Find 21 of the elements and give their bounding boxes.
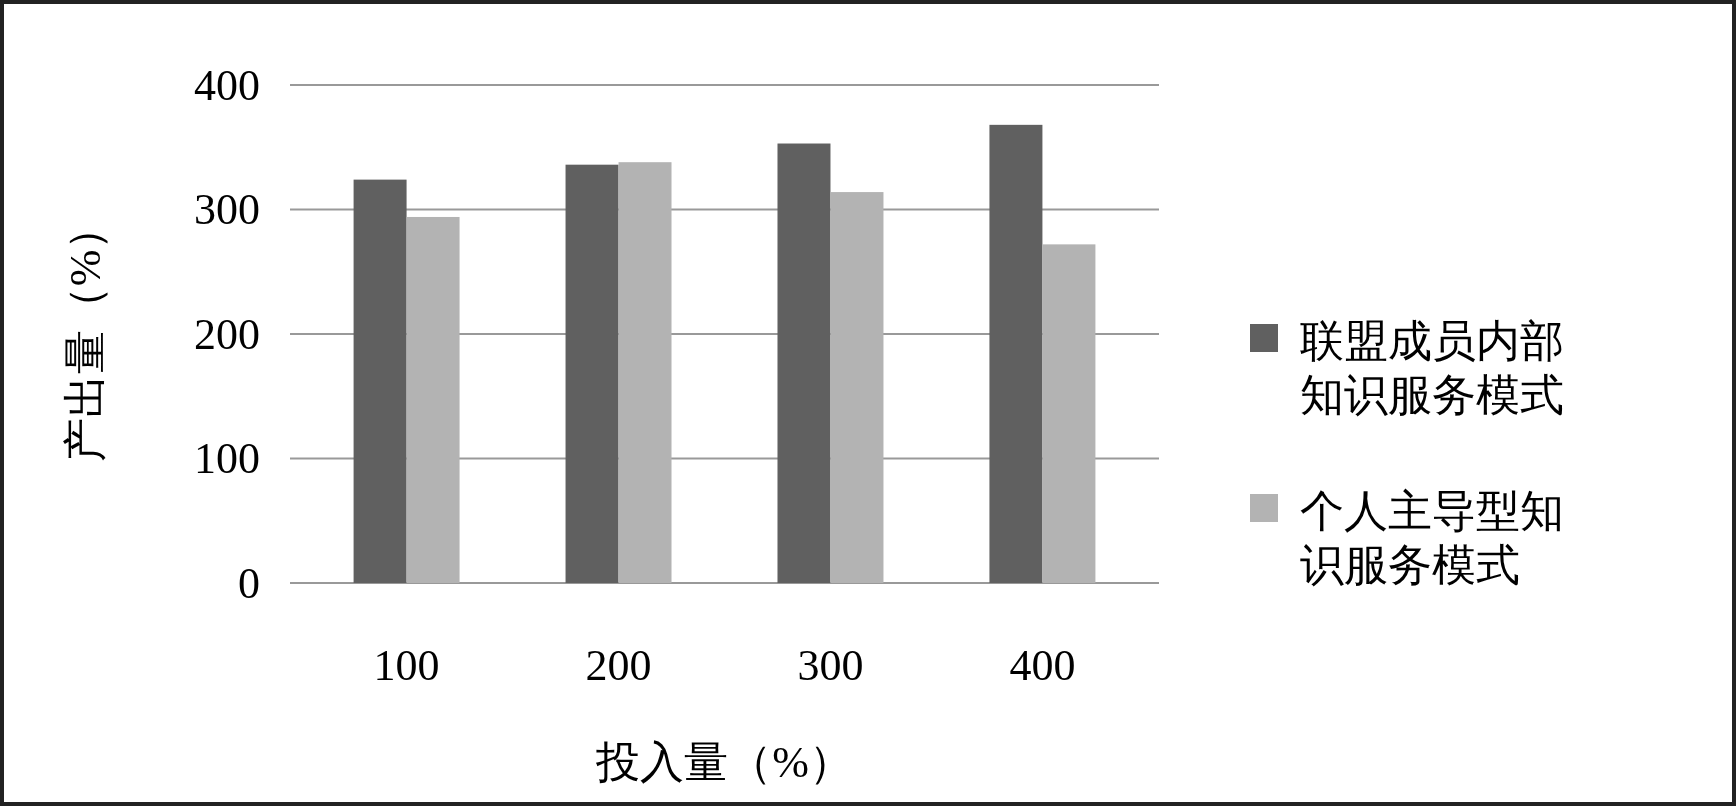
y-tick-label: 400 <box>194 60 260 110</box>
y-tick-label: 0 <box>238 558 260 608</box>
legend-label: 个人主导型知识服务模式 <box>1300 487 1564 590</box>
y-tick-label: 200 <box>194 309 260 359</box>
bar <box>353 179 407 583</box>
legend-label: 联盟成员内部知识服务模式 <box>1300 317 1564 420</box>
x-tick-label: 300 <box>797 640 864 690</box>
bar <box>1042 244 1096 583</box>
x-tick-label: 400 <box>1009 640 1076 690</box>
bar <box>565 164 619 583</box>
bar <box>406 216 460 583</box>
y-tick-label: 100 <box>194 434 260 483</box>
y-tick-label: 300 <box>194 185 260 234</box>
bar <box>830 192 884 583</box>
bar <box>989 124 1043 583</box>
bar <box>618 162 672 583</box>
bar <box>777 143 831 583</box>
x-axis-title: 投入量（%） <box>595 737 853 787</box>
y-axis-title: 产出量（%） <box>60 205 110 463</box>
x-tick-label: 200 <box>585 640 652 690</box>
x-tick-label: 100 <box>373 640 440 690</box>
